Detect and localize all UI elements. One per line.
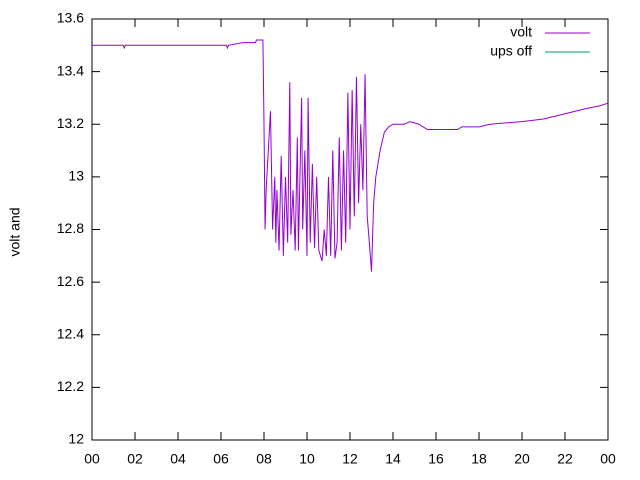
x-tick-label: 06 <box>213 451 229 467</box>
y-axis-label: volt and <box>7 207 23 256</box>
y-tick-label: 12.2 <box>57 378 84 394</box>
x-tick-label: 04 <box>170 451 186 467</box>
legend-label: volt <box>510 24 532 40</box>
x-tick-label: 08 <box>256 451 272 467</box>
y-tick-label: 13.2 <box>57 115 84 131</box>
x-tick-label: 02 <box>127 451 143 467</box>
x-tick-label: 18 <box>471 451 487 467</box>
y-tick-label: 13.4 <box>57 62 84 78</box>
y-tick-label: 12.4 <box>57 325 84 341</box>
y-tick-label: 13.6 <box>57 10 84 26</box>
y-tick-label: 12 <box>68 431 84 447</box>
x-tick-label: 00 <box>600 451 616 467</box>
x-tick-label: 12 <box>342 451 358 467</box>
x-tick-label: 22 <box>557 451 573 467</box>
y-tick-label: 12.6 <box>57 273 84 289</box>
y-tick-label: 12.8 <box>57 220 84 236</box>
x-tick-label: 10 <box>299 451 315 467</box>
y-tick-label: 13 <box>68 168 84 184</box>
series-line <box>92 39 609 272</box>
x-tick-label: 16 <box>428 451 444 467</box>
x-tick-label: 00 <box>84 451 100 467</box>
x-tick-label: 20 <box>514 451 530 467</box>
x-tick-label: 14 <box>385 451 401 467</box>
legend-label: ups off <box>490 43 532 59</box>
